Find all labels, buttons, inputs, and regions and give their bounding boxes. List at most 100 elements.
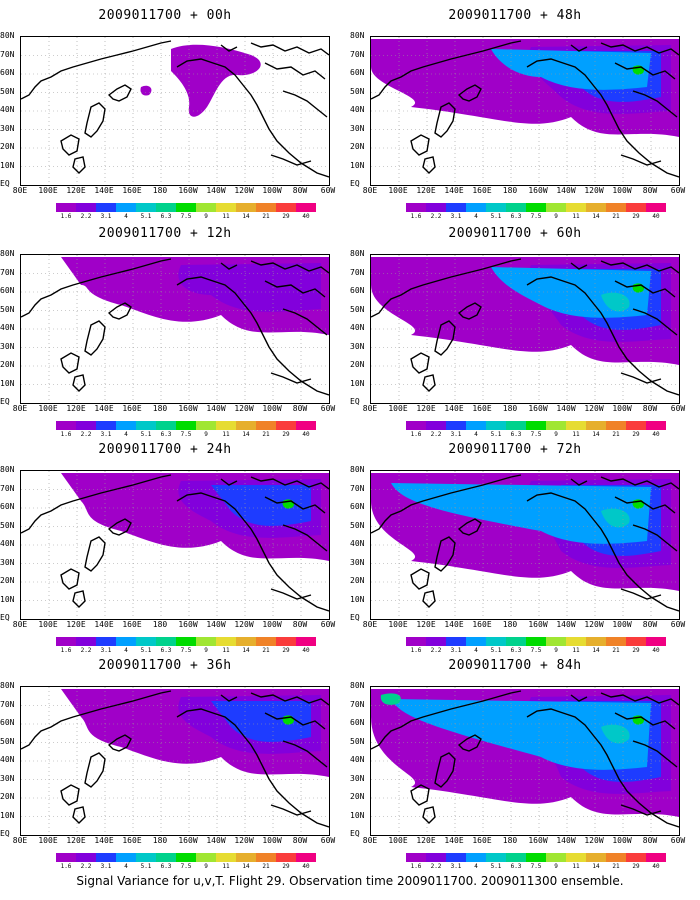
latitude-tick-label: 30N <box>0 773 15 783</box>
latitude-tick-label: 60N <box>350 718 365 727</box>
map-svg <box>21 255 329 403</box>
longitude-tick-label: 100E <box>38 620 58 629</box>
longitude-tick-label: 140W <box>556 620 576 629</box>
variance-contour <box>171 44 261 117</box>
latitude-tick-label: 40N <box>0 323 15 332</box>
longitude-tick-label: 120W <box>234 620 254 629</box>
colorbar-label: 4 <box>124 863 128 870</box>
latitude-tick-label: 50N <box>0 736 15 746</box>
colorbar-swatch <box>426 203 446 212</box>
latitude-tick-label: EQ <box>350 179 360 188</box>
longitude-tick-label: 80E <box>12 404 28 413</box>
colorbar-swatch <box>626 853 646 862</box>
coastline <box>107 734 132 752</box>
colorbar-label: 3.1 <box>100 431 112 438</box>
latitude-tick-label: 50N <box>0 520 15 530</box>
colorbar-swatch <box>176 853 196 862</box>
colorbar-label: 40 <box>302 863 310 870</box>
colorbar-label: 7.5 <box>530 647 542 654</box>
colorbar <box>406 203 666 212</box>
colorbar-swatch <box>296 637 316 646</box>
coastline <box>282 740 328 768</box>
coastline <box>220 694 238 702</box>
colorbar-swatch <box>216 421 236 430</box>
coastline <box>84 320 106 356</box>
colorbar-swatch <box>296 203 316 212</box>
colorbar-label: 2.2 <box>430 647 442 654</box>
colorbar-label: 5.1 <box>490 647 502 654</box>
coastline <box>21 40 172 100</box>
coastline <box>422 156 436 174</box>
longitude-tick-label: 60W <box>320 186 336 195</box>
colorbar-label: 21 <box>262 213 270 220</box>
colorbar-label: 6.3 <box>160 863 172 870</box>
latitude-tick-label: 70N <box>350 699 365 709</box>
colorbar-swatch <box>466 853 486 862</box>
colorbar-label: 9 <box>204 431 208 438</box>
latitude-tick-label: 50N <box>350 736 365 746</box>
colorbar-swatch <box>136 421 156 430</box>
longitude-axis: 80E 100E 120E 140E 160E 180 160W 140W 120W 100W 80… <box>12 187 342 197</box>
coastline <box>632 308 678 336</box>
coastline <box>570 44 588 52</box>
colorbar-label: 14 <box>242 647 250 654</box>
longitude-tick-label: 120E <box>66 836 86 845</box>
latitude-tick-label: 20N <box>0 142 15 151</box>
longitude-tick-label: 160W <box>178 620 198 629</box>
coastline <box>60 568 80 590</box>
longitude-tick-label: 120E <box>66 620 86 629</box>
colorbar-label: 14 <box>242 213 250 220</box>
coastline <box>526 276 679 396</box>
colorbar-swatch <box>526 203 546 212</box>
variance-contour <box>491 49 651 90</box>
latitude-tick-label: EQ <box>350 829 360 838</box>
colorbar-label: 7.5 <box>180 431 192 438</box>
longitude-tick-label: 160W <box>528 836 548 845</box>
panel-title: 2009011700 + 36h <box>98 658 232 673</box>
longitude-tick-label: 100E <box>38 836 58 845</box>
latitude-tick-label: 60N <box>0 286 15 295</box>
latitude-tick-label: 20N <box>0 576 15 585</box>
colorbar-label: 21 <box>612 213 620 220</box>
longitude-tick-label: 160E <box>472 404 492 413</box>
coastline <box>410 134 430 156</box>
longitude-tick-label: 140W <box>206 620 226 629</box>
longitude-tick-label: 60W <box>320 404 336 413</box>
coastline <box>620 372 662 384</box>
colorbar-swatch <box>156 637 176 646</box>
coastline <box>21 258 172 318</box>
longitude-tick-label: 60W <box>670 186 686 195</box>
map-plot-area <box>370 254 680 404</box>
latitude-tick-label: 10N <box>0 160 15 170</box>
map-panel: 2009011700 + 72h 80N 70N 60N 50N 40N 30N 20N 10N… <box>350 442 690 654</box>
colorbar-label: 40 <box>302 213 310 220</box>
longitude-axis: 80E 100E 120E 140E 160E 180 160W 140W 120W 100W 80… <box>362 405 692 415</box>
colorbar-swatch <box>236 853 256 862</box>
coastline <box>620 154 662 166</box>
colorbar-swatch <box>426 637 446 646</box>
latitude-tick-label: 40N <box>350 539 365 548</box>
map-svg <box>21 37 329 185</box>
colorbar-swatch <box>176 637 196 646</box>
latitude-tick-label: 70N <box>350 49 365 59</box>
panel-title: 2009011700 + 48h <box>448 8 582 23</box>
colorbar-label: 9 <box>204 213 208 220</box>
colorbar-label: 3.1 <box>450 213 462 220</box>
coastline <box>410 568 430 590</box>
colorbar-label: 6.3 <box>510 213 522 220</box>
colorbar-swatch <box>586 203 606 212</box>
longitude-tick-label: 120W <box>234 186 254 195</box>
latitude-tick-label: EQ <box>0 829 10 838</box>
longitude-tick-label: 80W <box>292 836 308 845</box>
latitude-tick-label: 20N <box>350 792 365 801</box>
latitude-tick-label: 10N <box>0 378 15 388</box>
colorbar-swatch <box>156 203 176 212</box>
colorbar-label: 29 <box>282 213 290 220</box>
colorbar-swatch <box>76 637 96 646</box>
colorbar-label: 6.3 <box>160 213 172 220</box>
coastline <box>614 496 676 514</box>
longitude-tick-label: 140E <box>94 186 114 195</box>
colorbar-label: 4 <box>474 863 478 870</box>
colorbar-label: 7.5 <box>180 863 192 870</box>
colorbar-label: 2.2 <box>430 213 442 220</box>
